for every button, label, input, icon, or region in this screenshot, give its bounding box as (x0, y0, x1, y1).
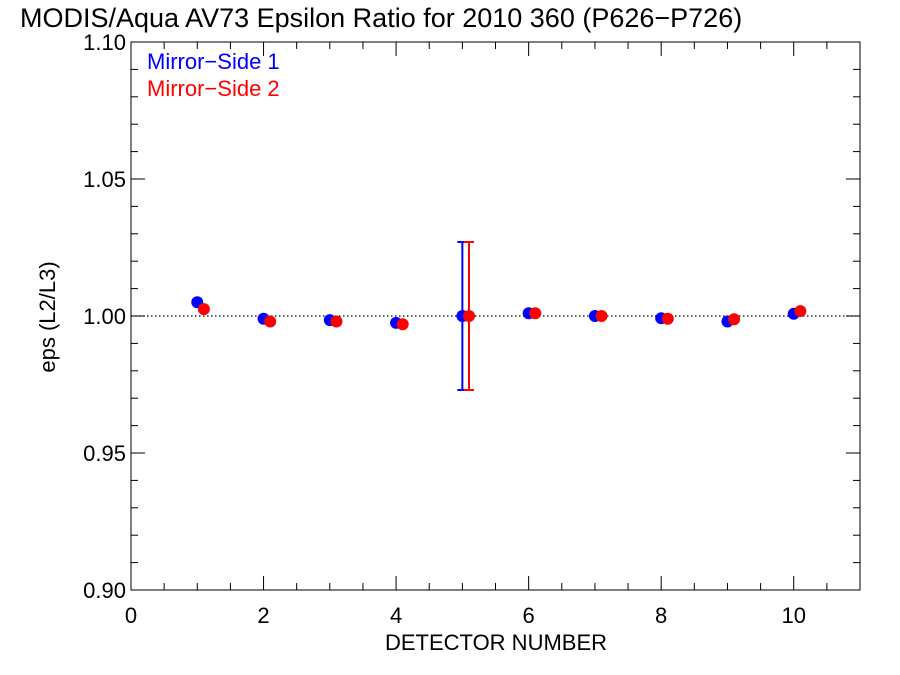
y-tick-label: 1.05 (83, 167, 126, 192)
data-point-series-2 (462, 310, 475, 322)
data-point-series-2 (529, 307, 542, 320)
data-point-series-2 (396, 318, 409, 331)
data-point-series-2 (794, 305, 807, 318)
data-point-series-2 (595, 310, 608, 322)
x-tick-label: 4 (390, 603, 402, 628)
y-tick-label: 1.10 (83, 30, 126, 55)
legend-entry-series-1: Mirror−Side 1 (147, 49, 280, 74)
x-tick-label: 8 (655, 603, 667, 628)
x-tick-label: 10 (781, 603, 805, 628)
data-point-series-2 (330, 315, 343, 328)
y-tick-label: 0.95 (83, 441, 126, 466)
y-tick-label: 1.00 (83, 304, 126, 329)
x-tick-label: 0 (125, 603, 137, 628)
x-tick-label: 6 (523, 603, 535, 628)
data-point-series-2 (728, 313, 741, 326)
legend-entry-series-2: Mirror−Side 2 (147, 76, 280, 101)
data-point-series-2 (197, 303, 210, 316)
x-tick-label: 2 (257, 603, 269, 628)
y-axis-label: eps (L2/L3) (35, 261, 60, 372)
chart-title: MODIS/Aqua AV73 Epsilon Ratio for 2010 3… (20, 3, 742, 33)
data-point-series-2 (264, 315, 277, 328)
y-tick-label: 0.90 (83, 578, 126, 603)
x-axis-label: DETECTOR NUMBER (385, 630, 607, 655)
plot-area: 0 2 4 6 8 10 0.90 0.95 1.00 1.05 1.10 Mirror−Side 1… (83, 30, 861, 628)
data-point-series-2 (661, 312, 674, 325)
